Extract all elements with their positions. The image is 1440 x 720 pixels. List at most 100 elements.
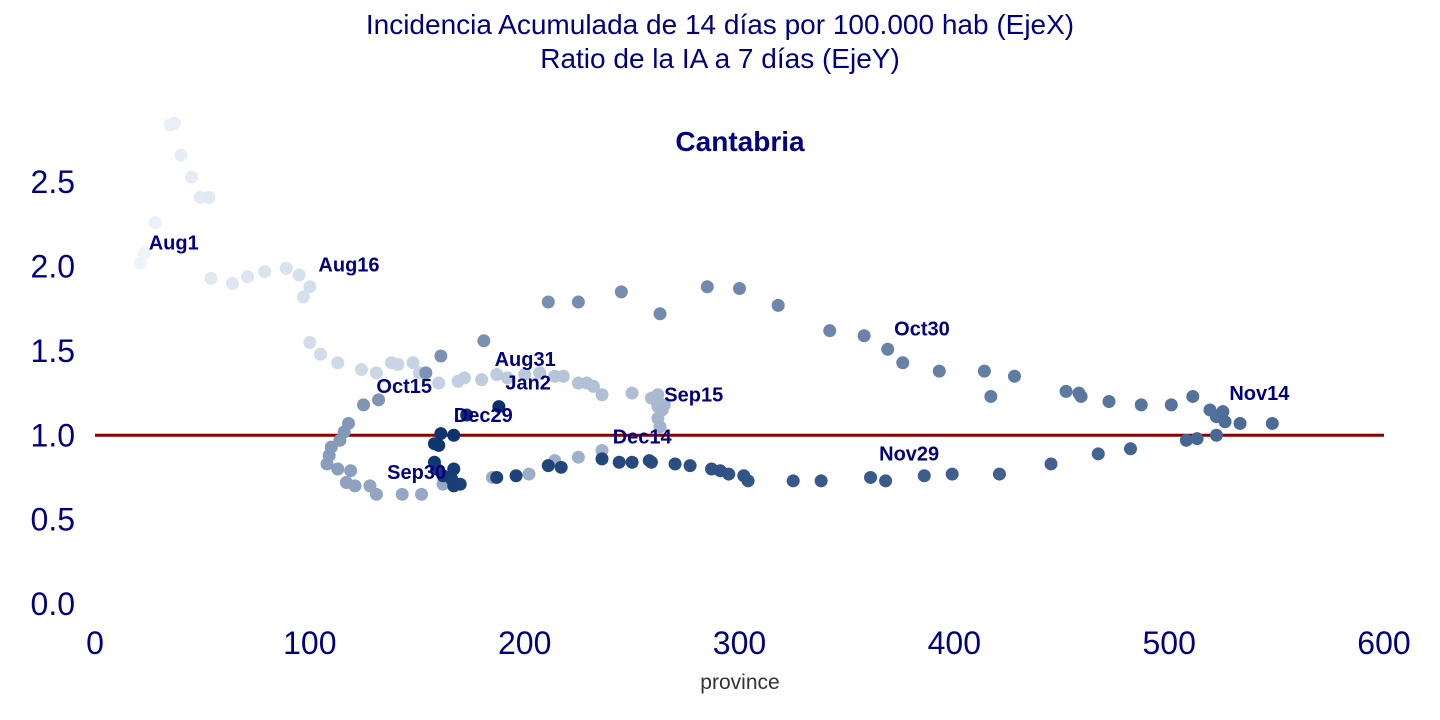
x-tick-label: 100: [283, 625, 336, 661]
data-point: [1164, 398, 1178, 412]
data-point: [1134, 398, 1148, 412]
data-point: [823, 324, 837, 338]
data-point: [395, 487, 409, 501]
date-annotation: Oct30: [894, 319, 950, 341]
data-point: [344, 464, 358, 478]
data-point: [814, 474, 828, 488]
data-point: [363, 479, 377, 493]
x-tick-label: 300: [713, 625, 766, 661]
data-point: [279, 261, 293, 275]
data-point: [391, 357, 405, 371]
data-point: [296, 290, 310, 304]
data-point: [733, 281, 746, 295]
data-point: [339, 476, 353, 490]
x-tick-label: 0: [86, 625, 104, 661]
data-point: [984, 389, 998, 403]
data-point: [174, 148, 188, 162]
data-point: [292, 268, 306, 282]
data-points: [133, 116, 1279, 501]
data-point: [1209, 428, 1223, 442]
data-point: [1059, 384, 1073, 398]
data-point: [258, 265, 272, 279]
y-tick-label: 1.0: [31, 417, 75, 453]
data-point: [477, 334, 491, 348]
date-annotation: Aug31: [495, 349, 556, 371]
data-point: [541, 459, 555, 473]
data-point: [148, 216, 162, 230]
data-point: [586, 379, 600, 393]
data-point: [202, 190, 216, 204]
data-point: [1265, 416, 1279, 430]
data-point: [372, 393, 386, 407]
data-point: [541, 295, 555, 309]
data-point: [771, 298, 785, 312]
data-point: [614, 285, 628, 299]
data-point: [522, 467, 536, 481]
y-axis-ticks: 0.0 0.5 1.0 1.5 2.0 2.5: [31, 164, 75, 622]
data-point: [241, 270, 255, 284]
data-point: [303, 280, 317, 294]
data-point: [331, 356, 345, 370]
data-point: [1074, 389, 1088, 403]
data-point: [857, 329, 871, 343]
data-point: [653, 420, 667, 434]
chart-title: Cantabria: [675, 126, 805, 157]
data-point: [595, 452, 609, 466]
data-point: [1218, 415, 1232, 429]
data-point: [1123, 442, 1137, 456]
date-annotation: Nov29: [879, 444, 939, 466]
data-point: [500, 371, 514, 385]
data-point: [977, 364, 991, 378]
date-annotation: Oct15: [376, 376, 432, 398]
data-point: [490, 470, 504, 484]
data-point: [1233, 416, 1247, 430]
data-point: [331, 462, 345, 476]
figure-title-line1: Incidencia Acumulada de 14 días por 100.…: [365, 9, 1075, 40]
date-annotation: Nov14: [1229, 383, 1290, 405]
data-point: [204, 271, 218, 285]
data-point: [1216, 405, 1230, 419]
data-point: [571, 295, 585, 309]
data-point: [1179, 433, 1193, 447]
data-point: [1091, 447, 1105, 461]
data-point: [1044, 457, 1058, 471]
date-annotation: Jan2: [505, 373, 551, 395]
data-point: [434, 427, 448, 441]
date-annotation: Sep30: [387, 462, 446, 484]
y-tick-label: 0.0: [31, 586, 75, 622]
data-point: [509, 469, 523, 483]
y-tick-label: 0.5: [31, 502, 75, 538]
data-point: [492, 400, 506, 414]
data-point: [879, 474, 893, 488]
data-point: [518, 368, 532, 382]
data-point: [651, 388, 665, 402]
data-point: [225, 276, 239, 290]
data-point: [185, 170, 199, 184]
data-point: [1007, 369, 1021, 383]
data-point: [992, 467, 1006, 481]
annotations: Aug1 Aug16 Aug31 Sep15 Sep30 Oct15 Oct30 Nov14 N…: [149, 233, 1291, 484]
data-point: [419, 366, 433, 380]
data-point: [945, 467, 959, 481]
data-point: [434, 349, 448, 363]
data-point: [1190, 432, 1204, 446]
data-point: [533, 366, 547, 380]
data-point: [668, 457, 682, 471]
data-point: [460, 408, 474, 422]
figure-title-line2: Ratio de la IA a 7 días (EjeY): [540, 43, 900, 74]
x-tick-label: 600: [1357, 625, 1410, 661]
data-point: [490, 368, 504, 382]
data-point: [415, 487, 429, 501]
data-point: [1102, 395, 1116, 409]
date-annotation: Dec14: [613, 427, 673, 449]
data-point: [653, 307, 667, 321]
data-point: [625, 386, 639, 400]
data-point: [896, 356, 910, 370]
data-point: [917, 469, 931, 483]
data-point: [167, 116, 181, 130]
data-point: [571, 450, 585, 464]
data-point: [303, 335, 317, 349]
data-point: [354, 362, 368, 376]
data-point: [881, 342, 895, 356]
